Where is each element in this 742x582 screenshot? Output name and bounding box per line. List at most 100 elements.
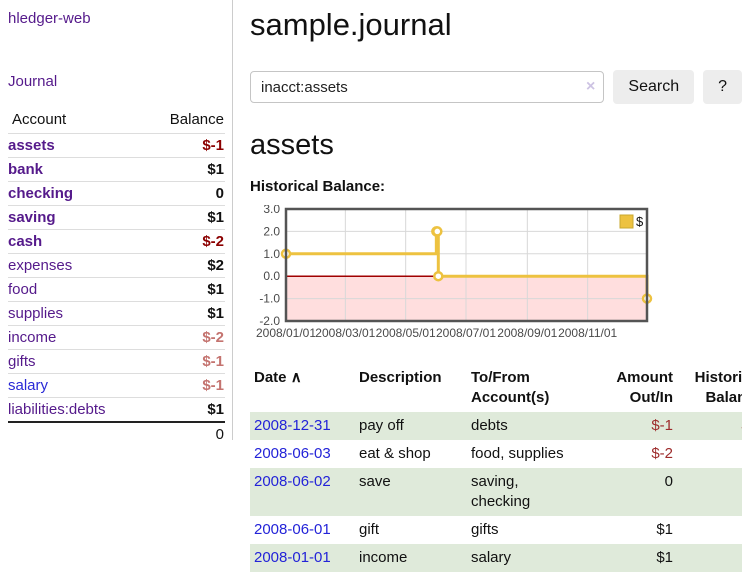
clear-search-icon[interactable]: × (586, 78, 596, 95)
main-content: sample.journal × Search ? assets Histori… (234, 0, 742, 572)
sidebar: hledger-web Journal Account Balance asse… (0, 0, 233, 443)
account-heading: assets (250, 129, 334, 161)
search-button[interactable]: Search (613, 70, 695, 104)
account-link[interactable]: income (8, 329, 57, 346)
account-link[interactable]: cash (8, 233, 43, 250)
register-description-cell: save (359, 473, 391, 490)
register-description-cell: eat & shop (359, 445, 431, 462)
svg-text:2008/03/01: 2008/03/01 (315, 326, 375, 340)
register-date-cell: 2008-06-03 (250, 440, 355, 468)
transaction-date-link[interactable]: 2008-01-01 (254, 549, 331, 566)
account-row: food $1 (8, 277, 225, 302)
register-date-cell: 2008-12-31 (250, 412, 355, 440)
account-row: checking 0 (8, 181, 225, 206)
register-accounts-cell: debts (471, 417, 508, 434)
account-link[interactable]: bank (8, 161, 44, 178)
account-link[interactable]: checking (8, 185, 74, 202)
svg-text:0.0: 0.0 (263, 269, 280, 283)
account-link[interactable]: liabilities:debts (8, 401, 106, 418)
account-link[interactable]: supplies (8, 305, 64, 322)
search-input[interactable] (250, 71, 605, 103)
account-balance: $1 (207, 281, 224, 298)
sort-ascending-icon: ∧ (290, 369, 302, 386)
account-row: gifts $-1 (8, 349, 225, 374)
account-row: saving $1 (8, 205, 225, 230)
account-row: expenses $2 (8, 253, 225, 278)
transaction-date-link[interactable]: 2008-06-03 (254, 445, 331, 462)
svg-text:2008/09/01: 2008/09/01 (497, 326, 557, 340)
help-button[interactable]: ? (703, 70, 742, 104)
accounts-table: Account Balance assets $-1 bank $1 checking 0… (8, 107, 225, 446)
account-row: bank $1 (8, 157, 225, 182)
account-row: supplies $1 (8, 301, 225, 326)
transaction-date-link[interactable]: 2008-06-01 (254, 521, 331, 538)
register-date-cell: 2008-06-02 (250, 468, 355, 516)
register-accounts-cell: salary (471, 549, 512, 566)
account-row: cash $-2 (8, 229, 225, 254)
account-balance: $-1 (202, 353, 224, 370)
register-header-description: Description (359, 369, 442, 386)
account-link[interactable]: food (8, 281, 38, 298)
accounts-total-row: 0 (8, 422, 225, 446)
search-form: × Search ? (250, 70, 742, 104)
account-link[interactable]: expenses (8, 257, 73, 274)
register-amount-cell: $1 (656, 549, 673, 566)
register-accounts-cell: gifts (471, 521, 499, 538)
data-point-marker (433, 270, 444, 282)
account-link[interactable]: gifts (8, 353, 36, 370)
register-date-cell: 2008-01-01 (250, 544, 355, 572)
svg-text:1.0: 1.0 (263, 247, 280, 261)
account-balance: $-2 (202, 233, 224, 250)
register-row[interactable]: 2008-01-01 income salary $1$1 (250, 544, 742, 572)
svg-text:2008/07/01: 2008/07/01 (436, 326, 496, 340)
register-description-cell: gift (359, 521, 380, 538)
account-balance: 0 (215, 185, 224, 202)
account-row: liabilities:debts $1 (8, 397, 225, 423)
svg-text:2008/01/01: 2008/01/01 (256, 326, 316, 340)
chart-title: Historical Balance: (250, 178, 386, 195)
account-row: salary $-1 (8, 373, 225, 398)
register-table: Date ∧ Description To/From Account(s) Am… (250, 366, 742, 572)
account-row: income $-2 (8, 325, 225, 350)
account-balance: $-1 (202, 137, 224, 154)
legend-label: $ (636, 214, 644, 229)
svg-text:2008/11/01: 2008/11/01 (558, 326, 617, 340)
register-header-row: Date ∧ Description To/From Account(s) Am… (250, 366, 742, 412)
nav-journal-link[interactable]: Journal (8, 73, 58, 90)
account-link[interactable]: assets (8, 137, 55, 154)
register-amount-cell: $1 (656, 521, 673, 538)
account-balance: $1 (207, 305, 224, 322)
historical-balance-chart: $3.0 2.0 1.0 0.0 -1.0 -2.0 2008/01/01 2008/03/0… (250, 202, 654, 345)
accounts-header-balance: Balance (169, 111, 224, 128)
svg-text:2.0: 2.0 (263, 224, 280, 238)
register-row[interactable]: 2008-06-03 eat & shop food, supplies $-20 (250, 440, 742, 468)
page-title: sample.journal (250, 7, 452, 42)
register-amount-cell: 0 (664, 473, 673, 490)
transaction-date-link[interactable]: 2008-06-02 (254, 473, 331, 490)
register-balance-cell: 0 (675, 440, 742, 468)
app-title[interactable]: hledger-web (8, 10, 91, 27)
register-balance-cell: $-1 (675, 412, 742, 440)
data-point-marker (432, 226, 443, 237)
register-row[interactable]: 2008-12-31 pay off debts $-1$-1 (250, 412, 742, 440)
register-row[interactable]: 2008-06-01 gift gifts $1$2 (250, 516, 742, 544)
register-balance-cell: $2 (675, 516, 742, 544)
account-row: assets $-1 (8, 133, 225, 158)
account-balance: $1 (207, 161, 224, 178)
account-balance: $2 (207, 257, 224, 274)
account-link[interactable]: salary (8, 377, 49, 394)
account-link[interactable]: saving (8, 209, 56, 226)
register-amount-cell: $-2 (651, 445, 673, 462)
account-balance: $1 (207, 401, 224, 418)
register-row[interactable]: 2008-06-02 save saving, checking 0$2 (250, 468, 742, 516)
register-header-balance: Historical Balance (694, 369, 742, 406)
search-box: × (250, 71, 605, 103)
register-header-accounts: To/From Account(s) (471, 369, 550, 406)
svg-text:2008/05/01: 2008/05/01 (376, 326, 436, 340)
register-balance-cell: $2 (675, 468, 742, 516)
register-description-cell: income (359, 549, 408, 566)
register-header-date[interactable]: Date ∧ (254, 369, 302, 386)
transaction-date-link[interactable]: 2008-12-31 (254, 417, 331, 434)
legend-swatch (619, 214, 634, 229)
account-balance: $-2 (202, 329, 224, 346)
